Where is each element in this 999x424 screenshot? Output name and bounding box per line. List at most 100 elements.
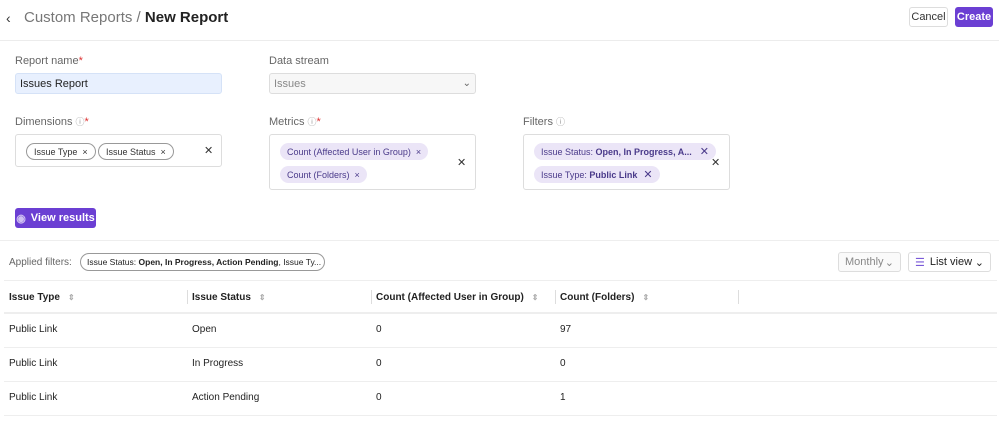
row-divider (4, 415, 997, 416)
header-label: Issue Status (192, 292, 251, 303)
remove-icon[interactable]: ✕ (643, 169, 653, 181)
data-stream-value: Issues (274, 77, 306, 90)
metrics-label: Metrics ⓘ* (269, 115, 321, 128)
table-cell: In Progress (192, 358, 244, 369)
table-row[interactable]: Public Link In Progress 0 0 (0, 348, 999, 382)
remove-icon[interactable]: × (160, 146, 166, 157)
table-row[interactable]: Public Link Action Pending 0 1 (0, 382, 999, 416)
required-mark: * (78, 55, 83, 67)
chip-value: Open, In Progress, Action Pending (138, 257, 279, 267)
back-chevron-icon[interactable]: ‹ (6, 10, 11, 26)
page-title: New Report (144, 9, 229, 26)
column-header-count-affected-user[interactable]: Count (Affected User in Group) ⇕ (376, 283, 538, 312)
filter-chip: Issue Status: Open, In Progress, A... ✕ (534, 143, 716, 160)
remove-icon[interactable]: × (82, 146, 88, 157)
sort-icon[interactable]: ⇕ (531, 293, 539, 302)
remove-icon[interactable]: × (354, 169, 360, 180)
column-divider[interactable] (555, 290, 556, 304)
clear-all-icon[interactable]: ✕ (711, 157, 721, 169)
label-text: Metrics (269, 116, 305, 128)
table-cell: Public Link (9, 358, 58, 369)
row-divider (4, 347, 997, 348)
view-results-button[interactable]: ◉ View results (15, 208, 96, 228)
table-cell: 97 (560, 324, 572, 335)
chip-value: Public Link (589, 169, 638, 180)
column-header-issue-type[interactable]: Issue Type ⇕ (9, 283, 75, 312)
table-cell: Public Link (9, 392, 58, 403)
dimension-chip: Issue Type × (26, 143, 96, 160)
info-icon[interactable]: ⓘ (307, 117, 317, 127)
required-mark: * (316, 116, 321, 128)
chevron-down-icon: ⌄ (462, 78, 471, 89)
metric-chip: Count (Folders) × (280, 166, 367, 183)
applied-filters-label: Applied filters: (9, 257, 72, 268)
data-stream-select[interactable]: Issues ⌄ (269, 73, 476, 94)
remove-icon[interactable]: × (415, 146, 422, 157)
view-mode-select[interactable]: ☰ List view ⌄ (908, 252, 991, 272)
header-label: Count (Affected User in Group) (376, 292, 524, 303)
column-divider[interactable] (187, 290, 188, 304)
table-cell: 0 (376, 324, 382, 335)
divider (4, 280, 997, 281)
label-text: Filters (523, 116, 553, 128)
chevron-down-icon: ⌄ (974, 256, 984, 269)
table-cell: Action Pending (192, 392, 260, 403)
column-divider[interactable] (371, 290, 372, 304)
column-header-issue-status[interactable]: Issue Status ⇕ (192, 283, 266, 312)
label-text: Report name (15, 55, 79, 67)
dimensions-field[interactable]: Issue Type × Issue Status × ✕ (15, 134, 222, 167)
column-header-count-folders[interactable]: Count (Folders) ⇕ (560, 283, 649, 312)
sort-icon[interactable]: ⇕ (258, 293, 266, 302)
eye-icon: ◉ (16, 212, 26, 225)
remove-icon[interactable]: ✕ (699, 146, 709, 158)
chip-label: Count (Affected User in Group) (287, 146, 411, 157)
header-divider (4, 312, 997, 314)
filter-chip: Issue Type: Public Link ✕ (534, 166, 660, 183)
info-icon[interactable]: ⓘ (556, 117, 566, 127)
report-name-label: Report name* (15, 55, 83, 67)
chip-key: Issue Type: (541, 169, 587, 180)
header-label: Count (Folders) (560, 292, 635, 303)
table-cell: 0 (560, 358, 566, 369)
table-cell: 1 (560, 392, 566, 403)
breadcrumb: Custom Reports / New Report (24, 9, 228, 26)
report-name-input[interactable]: Issues Report (15, 73, 222, 94)
dimension-chip: Issue Status × (98, 143, 174, 160)
chip-label: Issue Type (34, 146, 78, 157)
list-icon: ☰ (915, 256, 925, 269)
create-button[interactable]: Create (955, 7, 993, 27)
required-mark: * (84, 116, 89, 128)
chip-key: Issue Status: (541, 146, 594, 157)
filters-field[interactable]: Issue Status: Open, In Progress, A... ✕ I… (523, 134, 730, 190)
dimensions-label: Dimensions ⓘ* (15, 115, 89, 128)
period-value: Monthly (845, 256, 884, 268)
breadcrumb-separator: / (136, 9, 141, 26)
cancel-button[interactable]: Cancel (909, 7, 948, 27)
metrics-field[interactable]: Count (Affected User in Group) × Count (F… (269, 134, 476, 190)
breadcrumb-parent[interactable]: Custom Reports (24, 9, 133, 26)
sort-icon[interactable]: ⇕ (67, 293, 75, 302)
row-divider (4, 381, 997, 382)
table-cell: Open (192, 324, 217, 335)
metric-chip: Count (Affected User in Group) × (280, 143, 429, 160)
column-divider[interactable] (738, 290, 739, 304)
data-stream-label: Data stream (269, 55, 329, 67)
table-cell: 0 (376, 392, 382, 403)
filters-label: Filters ⓘ (523, 115, 565, 128)
info-icon[interactable]: ⓘ (75, 117, 85, 127)
chip-label: Count (Folders) (287, 169, 350, 180)
table-cell: 0 (376, 358, 382, 369)
applied-filters-chip[interactable]: Issue Status: Open, In Progress, Action … (80, 253, 325, 271)
table-row[interactable]: Public Link Open 0 97 (0, 314, 999, 348)
button-label: View results (30, 212, 95, 224)
header-label: Issue Type (9, 292, 60, 303)
clear-all-icon[interactable]: ✕ (457, 157, 467, 169)
label-text: Dimensions (15, 116, 73, 128)
table-cell: Public Link (9, 324, 58, 335)
clear-all-icon[interactable]: ✕ (204, 145, 214, 157)
chevron-down-icon: ⌄ (884, 256, 894, 269)
sort-icon[interactable]: ⇕ (642, 293, 650, 302)
period-select[interactable]: Monthly ⌄ (838, 252, 901, 272)
chip-label: Issue Status (106, 146, 156, 157)
header-bar (0, 0, 999, 41)
